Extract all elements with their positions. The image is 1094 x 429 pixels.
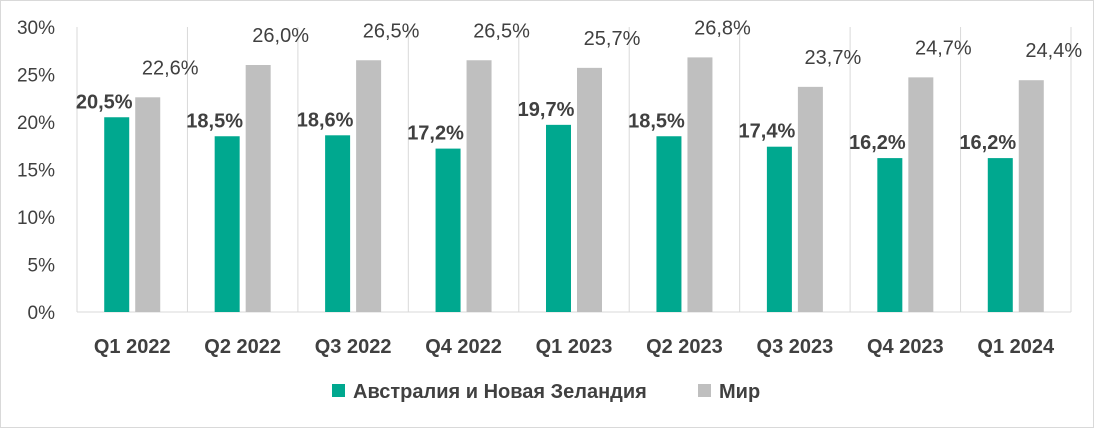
data-label-world: 22,6%	[142, 57, 199, 79]
data-label-world: 24,7%	[915, 37, 972, 59]
bar-world	[466, 60, 492, 312]
data-label-australia-nz: 18,5%	[628, 110, 685, 132]
data-labels: 20,5% 22,6% 18,5% 26,0% 18,6% 26,5% 17,2% 26,5%…	[76, 17, 1082, 154]
y-tick-label: 0%	[28, 303, 56, 324]
bars	[104, 57, 1044, 313]
y-tick-label: 5%	[28, 256, 56, 277]
x-tick-label: Q1 2022	[94, 336, 171, 358]
x-tick-label: Q2 2022	[204, 336, 281, 358]
bar-world	[687, 57, 713, 313]
y-axis: 0% 5% 10% 15% 20% 25% 30%	[17, 18, 55, 324]
bar-world	[797, 86, 823, 312]
bar-world	[1018, 80, 1044, 312]
data-label-australia-nz: 17,4%	[739, 121, 796, 143]
data-label-world: 23,7%	[805, 47, 862, 69]
bar-australia-nz	[546, 124, 571, 312]
data-label-australia-nz: 17,2%	[407, 123, 464, 145]
legend-label-australia-nz: Австралия и Новая Зеландия	[353, 381, 647, 403]
y-tick-label: 10%	[17, 208, 55, 229]
bar-australia-nz	[987, 158, 1013, 312]
x-tick-label: Q1 2024	[977, 336, 1055, 358]
x-tick-label: Q4 2023	[867, 336, 944, 358]
bar-world	[245, 65, 271, 312]
bar-world	[908, 77, 934, 312]
bar-australia-nz	[104, 117, 130, 312]
x-tick-label: Q2 2023	[646, 336, 723, 358]
bar-australia-nz	[656, 136, 682, 312]
data-label-australia-nz: 16,2%	[959, 132, 1016, 154]
legend-label-world: Мир	[719, 381, 760, 403]
bar-australia-nz	[766, 146, 792, 312]
data-label-australia-nz: 16,2%	[849, 132, 906, 154]
legend-swatch-world	[698, 384, 711, 397]
y-tick-label: 30%	[17, 18, 55, 39]
data-label-australia-nz: 20,5%	[76, 91, 133, 113]
bar-world	[135, 97, 161, 312]
bar-australia-nz	[325, 135, 351, 312]
x-tick-label: Q4 2022	[425, 336, 502, 358]
bar-world	[356, 60, 382, 312]
x-axis: Q1 2022 Q2 2022 Q3 2022 Q4 2022 Q1 2023 Q2 20…	[94, 336, 1055, 358]
x-tick-label: Q1 2023	[536, 336, 613, 358]
data-label-world: 26,5%	[363, 20, 420, 42]
data-label-australia-nz: 18,6%	[297, 109, 354, 131]
bar-australia-nz	[214, 136, 240, 312]
x-tick-label: Q3 2023	[757, 336, 834, 358]
data-label-world: 26,5%	[473, 20, 530, 42]
data-label-world: 26,8%	[694, 17, 751, 39]
bar-australia-nz	[877, 158, 903, 312]
legend: Австралия и Новая Зеландия Мир	[332, 381, 760, 403]
data-label-australia-nz: 18,5%	[186, 110, 243, 132]
y-tick-label: 25%	[17, 66, 55, 87]
bar-world	[577, 67, 602, 312]
x-tick-label: Q3 2022	[315, 336, 392, 358]
y-tick-label: 20%	[17, 113, 55, 134]
data-label-australia-nz: 19,7%	[518, 99, 575, 121]
y-tick-label: 15%	[17, 161, 55, 182]
bar-australia-nz	[435, 148, 461, 312]
data-label-world: 26,0%	[252, 25, 309, 47]
legend-swatch-australia-nz	[332, 384, 345, 397]
grid-lines	[76, 27, 1072, 313]
data-label-world: 24,4%	[1025, 40, 1082, 62]
data-label-world: 25,7%	[584, 28, 641, 50]
